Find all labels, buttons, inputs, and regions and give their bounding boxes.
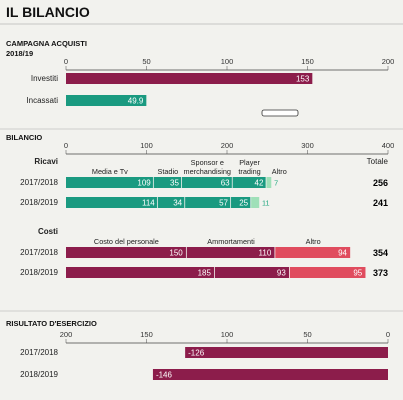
- x-tick-label: 0: [64, 141, 68, 150]
- x-tick-label: 50: [142, 57, 150, 66]
- bar: [66, 95, 147, 106]
- x-tick-label: 150: [140, 330, 153, 339]
- bar-segment: [185, 197, 231, 208]
- bar-segment: [66, 177, 153, 188]
- row-year-label: 2018/2019: [20, 370, 58, 379]
- bar-segment: [231, 197, 251, 208]
- x-tick-label: 200: [60, 330, 73, 339]
- row-year-label: 2017/2018: [20, 248, 58, 257]
- segment-value-label: 94: [338, 249, 347, 258]
- bar-segment: [214, 267, 289, 278]
- bar-category-label: Investiti: [31, 74, 58, 83]
- bar: [152, 369, 388, 380]
- x-tick-label: 150: [301, 57, 314, 66]
- bar: [66, 73, 313, 84]
- component-label: Stadio: [157, 167, 178, 176]
- segment-value-label: 150: [169, 249, 183, 258]
- component-label: trading: [238, 167, 260, 176]
- row-year-label: 2017/2018: [20, 178, 58, 187]
- x-tick-label: 50: [303, 330, 311, 339]
- bar-segment: [153, 177, 182, 188]
- segment-value-label: 25: [239, 199, 248, 208]
- segment-value-label: 109: [137, 179, 151, 188]
- component-label: Altro: [306, 237, 321, 246]
- bar: [185, 347, 388, 358]
- component-label: Player: [239, 158, 260, 167]
- x-tick-label: 300: [301, 141, 314, 150]
- component-label: Costo del personale: [94, 237, 159, 246]
- bar-segment: [232, 177, 266, 188]
- bar-segment: [186, 247, 275, 258]
- section-title: RISULTATO D'ESERCIZIO: [6, 319, 97, 328]
- row-year-label: 2018/2019: [20, 268, 58, 277]
- bar-category-label: Incassati: [26, 96, 58, 105]
- bar-segment: [66, 267, 215, 278]
- row-total: 256: [373, 178, 388, 188]
- x-tick-label: 200: [221, 141, 234, 150]
- total-header: Totale: [367, 157, 389, 166]
- segment-value-label: 42: [255, 179, 264, 188]
- row-year-label: 2017/2018: [20, 348, 58, 357]
- section-title: 2018/19: [6, 49, 33, 58]
- x-tick-label: 100: [221, 330, 234, 339]
- segment-value-label: 34: [173, 199, 182, 208]
- x-tick-label: 100: [140, 141, 153, 150]
- segment-value-label: 185: [198, 269, 212, 278]
- bar-value-label: 49.9: [128, 97, 144, 106]
- x-tick-label: 400: [382, 141, 395, 150]
- bar-segment: [157, 197, 185, 208]
- scroll-handle[interactable]: [261, 109, 299, 117]
- section-title: CAMPAGNA ACQUISTI: [6, 39, 87, 48]
- segment-value-label: 93: [277, 269, 286, 278]
- component-label: Altro: [272, 167, 287, 176]
- row-total: 354: [373, 248, 388, 258]
- x-tick-label: 0: [64, 57, 68, 66]
- segment-value-label: 95: [353, 269, 362, 278]
- component-label: Ammortamenti: [207, 237, 255, 246]
- bar-segment: [275, 247, 351, 258]
- segment-value-label: 7: [274, 179, 278, 188]
- bar-segment: [289, 267, 366, 278]
- group-header: Costi: [38, 227, 58, 236]
- row-total: 241: [373, 198, 388, 208]
- segment-value-label: 114: [142, 199, 155, 208]
- segment-value-label: 110: [259, 249, 272, 258]
- x-tick-label: 100: [221, 57, 234, 66]
- bar-segment: [66, 197, 157, 208]
- group-header: Ricavi: [34, 157, 58, 166]
- bar-value-label: -126: [188, 349, 205, 358]
- bar-value-label: 153: [296, 75, 310, 84]
- component-label: Sponsor e: [191, 158, 224, 167]
- row-year-label: 2018/2019: [20, 198, 58, 207]
- row-total: 373: [373, 268, 388, 278]
- segment-value-label: 63: [221, 179, 230, 188]
- x-tick-label: 200: [382, 57, 395, 66]
- segment-value-label: 35: [170, 179, 179, 188]
- bar-value-label: -146: [156, 371, 173, 380]
- bar-segment: [66, 247, 186, 258]
- chart-title: IL BILANCIO: [6, 4, 90, 20]
- component-label: Media e Tv: [92, 167, 128, 176]
- segment-value-label: 11: [262, 199, 270, 208]
- bar-segment: [251, 197, 260, 208]
- x-tick-label: 0: [386, 330, 390, 339]
- section-title: BILANCIO: [6, 133, 42, 142]
- segment-value-label: 57: [219, 199, 228, 208]
- component-label: merchandising: [184, 167, 231, 176]
- bar-segment: [266, 177, 272, 188]
- bar-segment: [181, 177, 232, 188]
